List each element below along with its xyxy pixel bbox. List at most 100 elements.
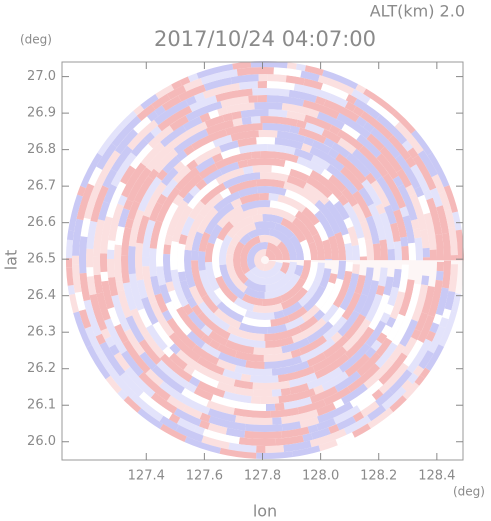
radar-cell [351,245,361,261]
radar-cell [302,99,340,120]
radar-cell [95,333,106,345]
radar-cell [335,153,367,184]
radar-cell [297,399,327,415]
radar-cell [219,161,240,175]
radar-cell [100,216,113,254]
radar-cell [151,365,185,394]
radar-cell [169,115,189,132]
radar-cell [78,309,92,329]
radar-cell [321,371,349,392]
radar-cell [157,105,193,132]
radar-cell [393,241,403,261]
radar-cell [356,134,382,158]
radar-cell [159,284,172,304]
radar-cell [65,258,73,268]
radar-cell [189,285,204,306]
radar-cell [276,130,306,144]
radar-cell [341,292,361,321]
radar-cell [359,256,367,261]
radar-cell [439,317,449,329]
radar-cell [418,350,434,370]
x-axis-label: lon [253,502,277,521]
radar-cell [106,259,115,278]
radar-cell [207,224,223,245]
radar-cell [317,75,329,85]
radar-cell [117,208,130,228]
radar-cell [432,313,443,325]
radar-cell [156,186,181,223]
radar-cell [328,174,347,193]
radar-cell [375,337,393,357]
radar-cell [289,168,310,183]
radar-cell [282,301,303,317]
radar-cell [193,425,205,436]
radar-cell [200,182,227,206]
radar-cell [352,264,360,275]
radar-cell [381,324,392,337]
radar-cell [188,185,201,197]
radar-cell [337,137,357,155]
radar-cell [133,176,154,204]
radar-cell [423,257,431,261]
radar-cell [174,167,200,192]
radar-cell [161,95,182,111]
radar-cell [381,386,407,411]
radar-cell [311,427,331,440]
radar-cell [266,242,283,260]
radar-cell [273,67,302,78]
radar-cell [107,249,115,259]
radar-cell [181,387,209,407]
radar-cell [316,111,345,130]
radar-cell [219,188,232,199]
radar-cell [93,219,105,257]
radar-cell [422,247,430,258]
radar-cell [140,141,165,167]
radar-cell [150,275,162,296]
radar-cell [441,260,451,289]
radar-cell [304,114,333,131]
radar-cell [248,95,258,103]
radar-cell [244,430,282,439]
radar-cell [243,286,265,299]
radar-cell [259,192,269,201]
radar-cell [365,239,375,261]
y-unit: (deg) [20,33,52,47]
radar-cell [322,239,332,260]
radar-cell [245,423,283,432]
radar-cell [128,273,145,311]
radar-cell [427,152,450,188]
radar-cell [198,163,218,180]
y-tick-label: 26.5 [27,252,56,267]
radar-cell [125,315,145,343]
radar-cell [306,175,333,199]
radar-cell [162,346,174,358]
radar-cell [421,275,430,286]
radar-cell [319,268,332,289]
radar-cell [322,69,359,90]
radar-cell [159,353,193,383]
radar-cell [191,369,219,389]
radar-cell [198,231,211,252]
radar-cell [86,267,94,277]
radar-cell [360,111,393,140]
radar-cell [186,159,199,171]
radar-cell [149,220,163,249]
radar-cell [397,184,418,221]
radar-cell [66,239,73,259]
radar-cell [299,335,327,356]
radar-cell [451,293,461,313]
radar-cell [189,95,218,112]
radar-cell [233,297,255,312]
radar-cell [136,279,148,299]
radar-cell [241,316,271,327]
radar-cell [84,326,103,355]
radar-cell [314,210,335,238]
radar-cell [225,427,246,438]
radar-cell [146,110,159,122]
radar-cell [127,119,159,151]
x-tick-label: 128.2 [360,469,397,484]
radar-cell [96,292,111,321]
radar-cell [316,417,336,431]
radar-cell [146,140,177,172]
radar-cell [252,165,272,173]
